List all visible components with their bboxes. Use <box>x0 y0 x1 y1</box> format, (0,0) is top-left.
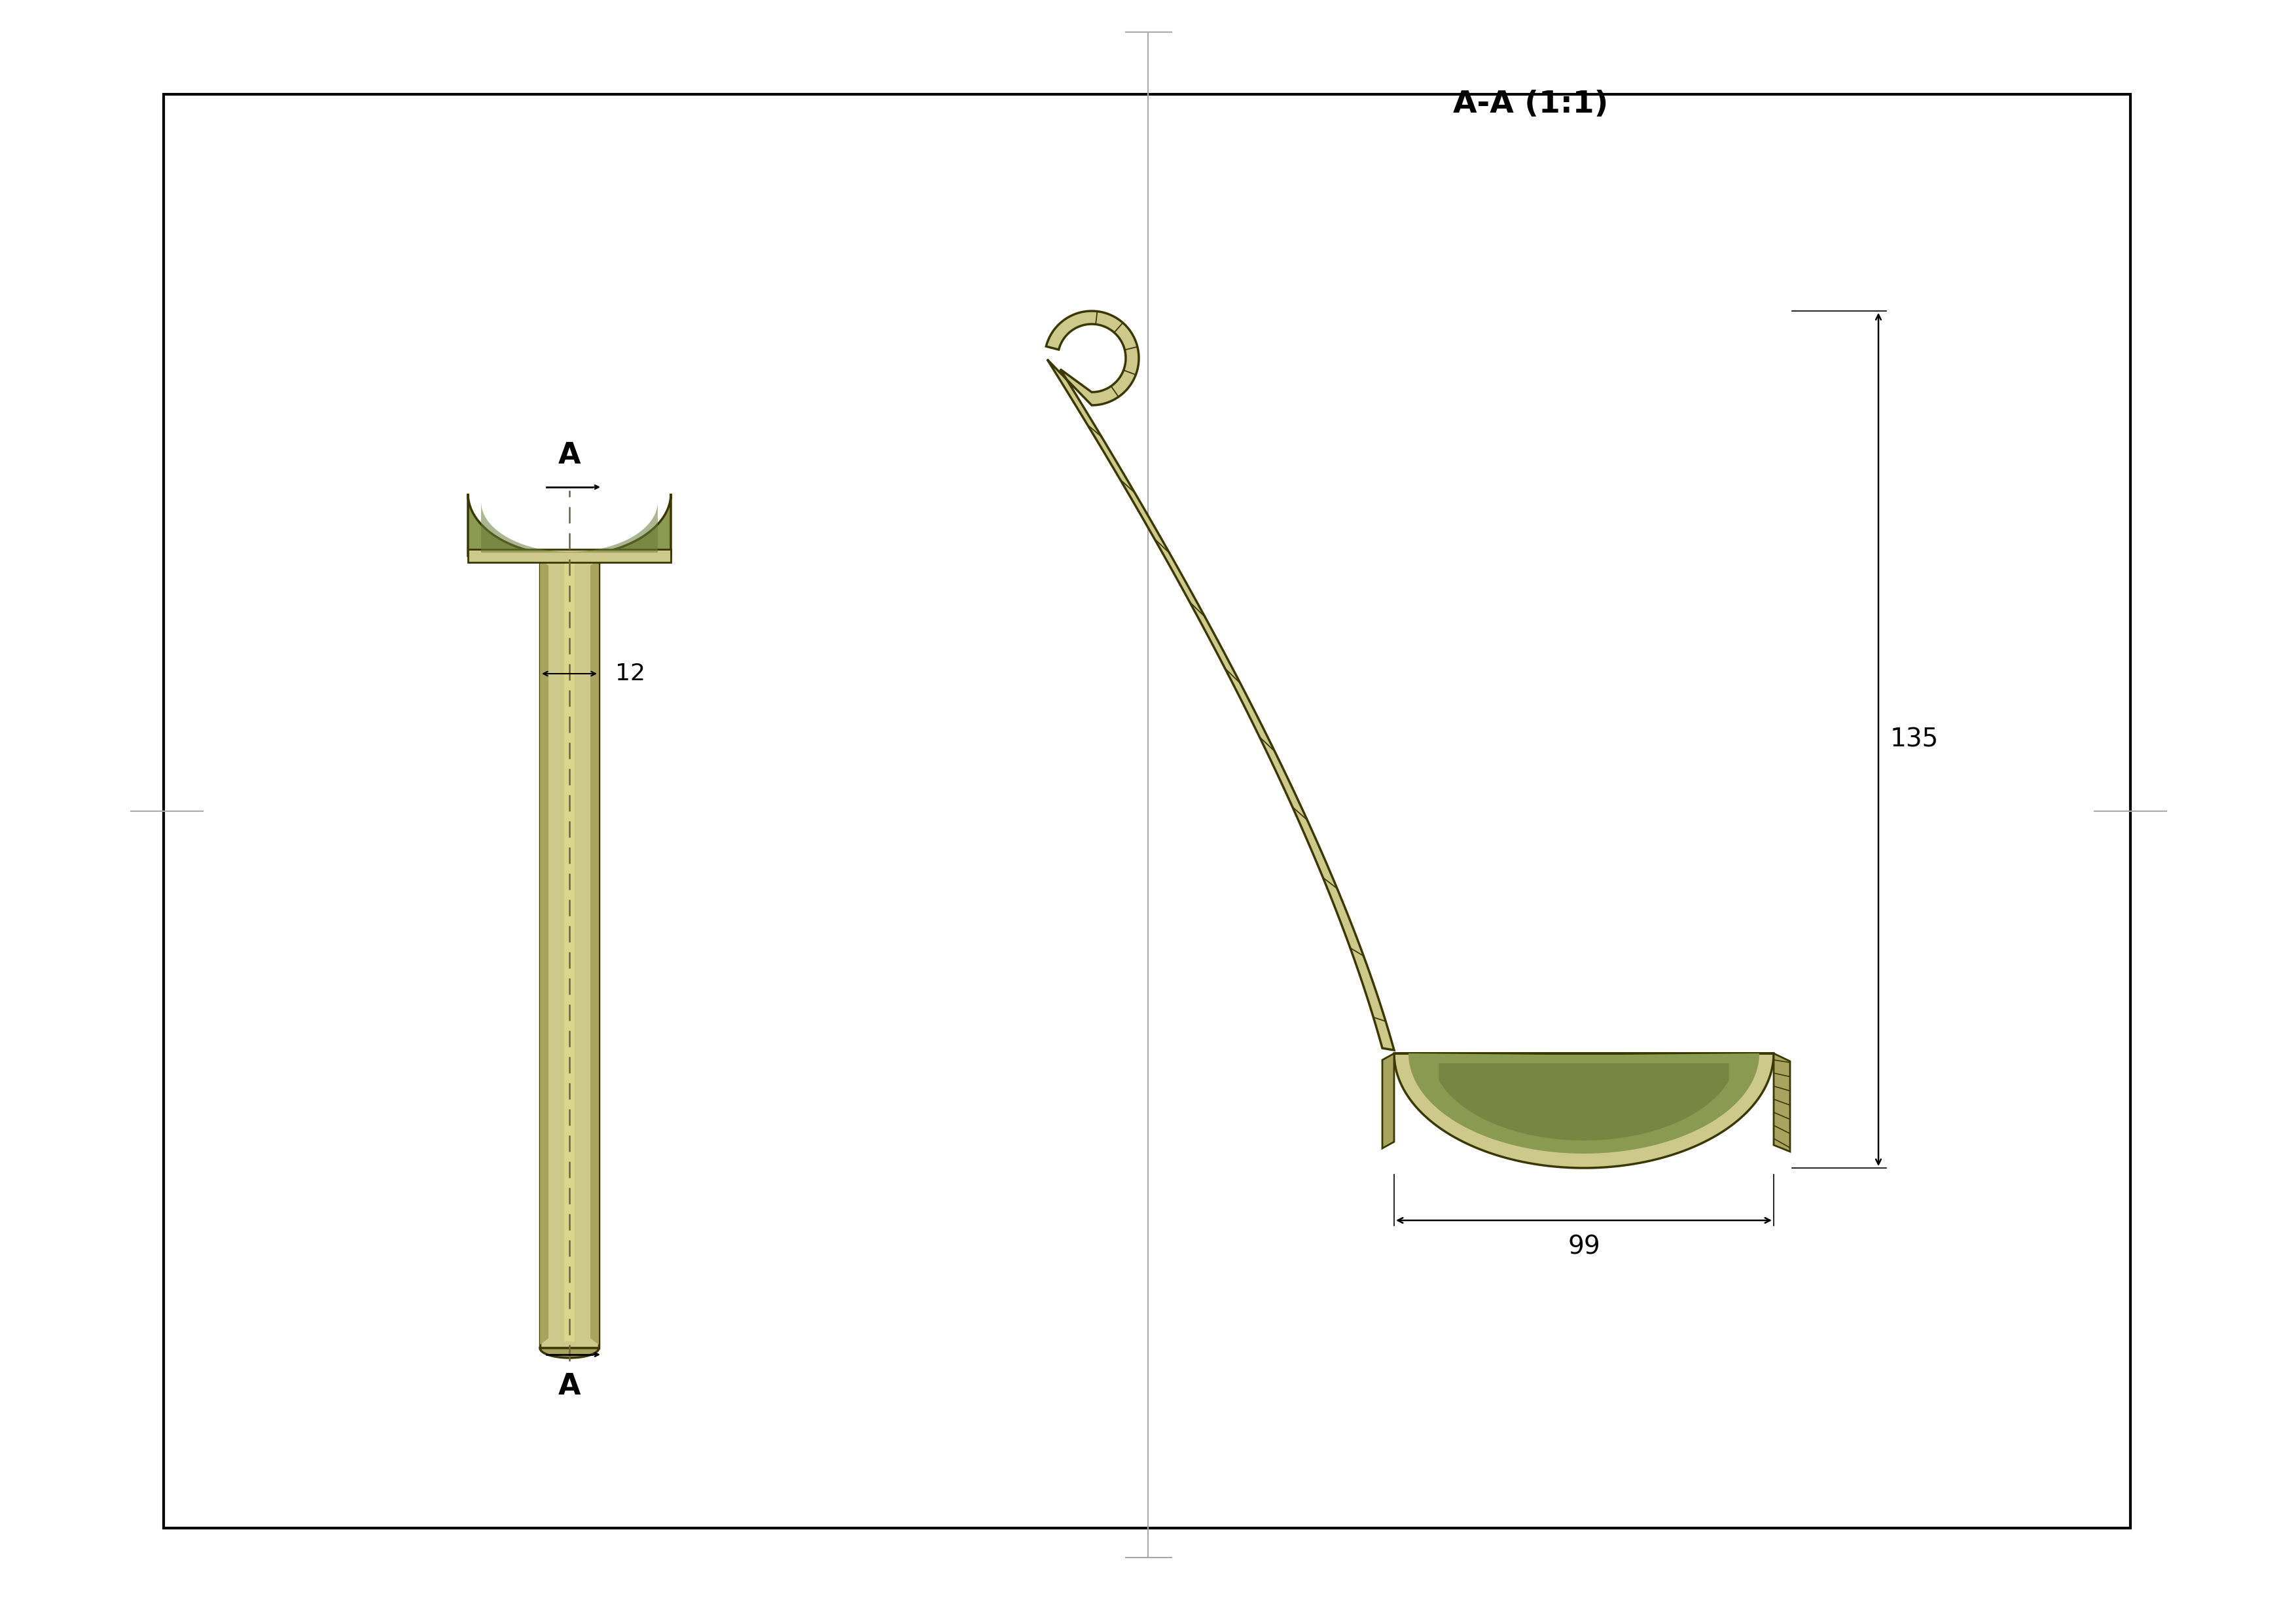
Text: A: A <box>558 441 581 469</box>
Polygon shape <box>1382 1053 1394 1149</box>
Polygon shape <box>1407 1053 1759 1154</box>
Text: 99: 99 <box>1568 1235 1600 1259</box>
Bar <box>540 555 599 1349</box>
Polygon shape <box>482 502 657 552</box>
Bar <box>468 549 670 563</box>
Text: 135: 135 <box>1890 727 1938 751</box>
Polygon shape <box>1047 312 1394 1050</box>
Text: 12: 12 <box>615 662 645 685</box>
Polygon shape <box>468 493 670 555</box>
Bar <box>163 94 2131 1529</box>
Polygon shape <box>590 558 599 1345</box>
Bar <box>565 563 574 1342</box>
Polygon shape <box>1440 1063 1729 1141</box>
Polygon shape <box>540 558 549 1345</box>
Polygon shape <box>540 1349 599 1358</box>
Polygon shape <box>1394 1053 1775 1169</box>
Text: A: A <box>558 1373 581 1401</box>
Polygon shape <box>1775 1053 1791 1152</box>
Text: A-A (1:1): A-A (1:1) <box>1453 89 1607 118</box>
